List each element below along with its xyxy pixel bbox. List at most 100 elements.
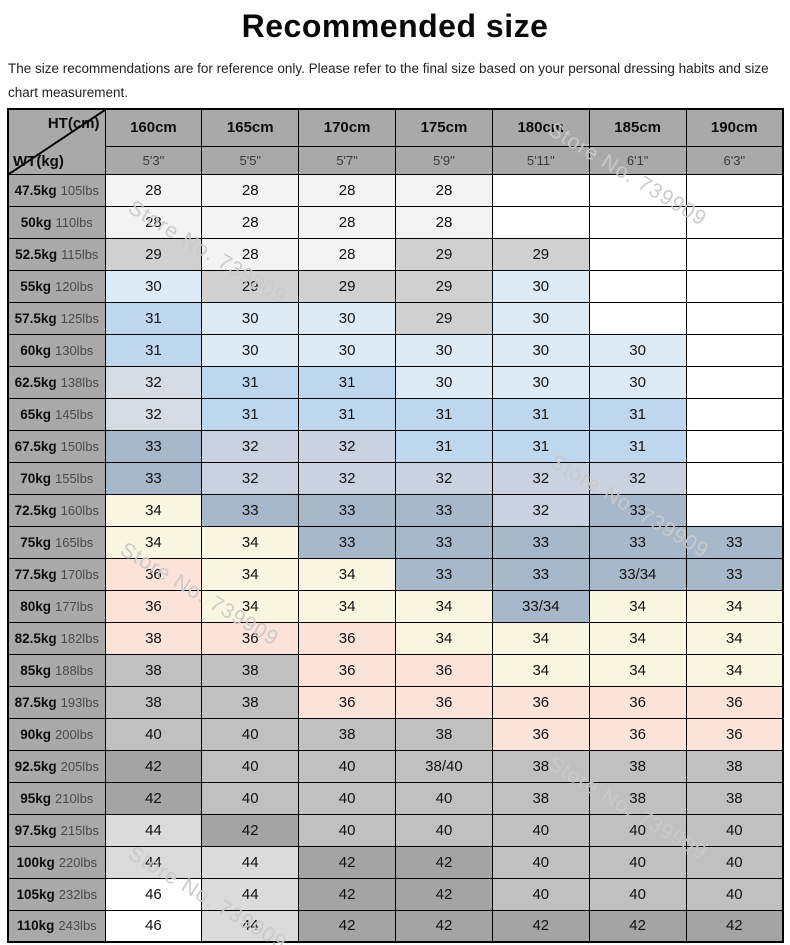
size-cell: 38/40 (395, 749, 493, 783)
size-cell: 38 (104, 653, 203, 687)
weight-label: 55kg 120lbs (7, 269, 106, 303)
size-cell: 40 (201, 749, 300, 783)
size-cell: 30 (104, 269, 203, 303)
height-cm-header: 170cm (298, 108, 397, 147)
weight-label: 57.5kg 125lbs (7, 301, 106, 335)
size-cell (685, 365, 784, 399)
weight-label: 87.5kg 193lbs (7, 685, 106, 719)
size-cell: 31 (491, 397, 590, 431)
size-cell: 42 (395, 845, 493, 879)
weight-label: 60kg 130lbs (7, 333, 106, 367)
size-cell: 34 (395, 589, 493, 623)
size-cell: 46 (104, 909, 203, 943)
size-cell: 31 (201, 365, 300, 399)
size-cell: 42 (588, 909, 687, 943)
size-cell: 28 (104, 173, 203, 207)
size-cell: 34 (588, 653, 687, 687)
size-cell: 38 (104, 685, 203, 719)
size-cell: 28 (201, 173, 300, 207)
size-cell: 31 (104, 333, 203, 367)
size-cell: 42 (298, 845, 397, 879)
size-cell: 36 (491, 685, 590, 719)
size-cell: 31 (298, 397, 397, 431)
size-cell: 30 (395, 333, 493, 367)
weight-label: 47.5kg 105lbs (7, 173, 106, 207)
size-cell (491, 205, 590, 239)
weight-label: 65kg 145lbs (7, 397, 106, 431)
size-cell: 33/34 (588, 557, 687, 591)
size-cell: 33 (588, 525, 687, 559)
table-row: 95kg 210lbs 42 40 40 40 38 38 38 (7, 781, 784, 815)
size-cell: 28 (395, 173, 493, 207)
table-row: 80kg 177lbs 36 34 34 34 33/34 34 34 (7, 589, 784, 623)
header-row-ft: 5'3" 5'5" 5'7" 5'9" 5'11" 6'1" 6'3" (8, 145, 784, 175)
size-cell (588, 173, 687, 207)
size-cell: 38 (491, 781, 590, 815)
size-cell: 28 (395, 205, 493, 239)
size-cell: 32 (298, 461, 397, 495)
size-cell: 36 (395, 685, 493, 719)
size-cell: 38 (201, 653, 300, 687)
weight-label: 52.5kg 115lbs (7, 237, 106, 271)
size-cell: 33 (588, 493, 687, 527)
size-cell: 36 (588, 717, 687, 751)
size-cell: 30 (588, 365, 687, 399)
size-cell (685, 301, 784, 335)
size-cell: 40 (395, 813, 493, 847)
height-cm-header: 165cm (201, 108, 300, 147)
size-cell: 44 (104, 845, 203, 879)
size-cell: 32 (298, 429, 397, 463)
table-row: 110kg 243lbs 46 44 42 42 42 42 42 (7, 909, 784, 943)
table-row: 62.5kg 138lbs 32 31 31 30 30 30 (7, 365, 784, 399)
weight-label: 82.5kg 182lbs (7, 621, 106, 655)
size-cell: 34 (685, 621, 784, 655)
size-table-body: 47.5kg 105lbs 28 28 28 28 50kg 110lbs 28 28 28 28 52… (7, 173, 784, 943)
size-cell: 34 (201, 589, 300, 623)
size-cell: 34 (201, 557, 300, 591)
size-cell: 33 (298, 493, 397, 527)
size-cell: 42 (685, 909, 784, 943)
size-cell: 40 (685, 813, 784, 847)
size-cell: 36 (104, 557, 203, 591)
size-cell: 30 (395, 365, 493, 399)
size-cell: 31 (104, 301, 203, 335)
size-cell: 38 (685, 781, 784, 815)
table-row: 100kg 220lbs 44 44 42 42 40 40 40 (7, 845, 784, 879)
weight-label: 92.5kg 205lbs (7, 749, 106, 783)
size-cell: 36 (588, 685, 687, 719)
size-cell: 33 (104, 461, 203, 495)
height-cm-header: 190cm (685, 108, 784, 147)
size-cell: 33 (395, 525, 493, 559)
size-cell: 29 (395, 269, 493, 303)
size-cell (685, 237, 784, 271)
size-cell: 34 (104, 525, 203, 559)
weight-label: 72.5kg 160lbs (7, 493, 106, 527)
table-row: 97.5kg 215lbs 44 42 40 40 40 40 40 (7, 813, 784, 847)
size-cell (685, 269, 784, 303)
size-cell (685, 333, 784, 367)
size-cell: 40 (395, 781, 493, 815)
size-cell: 40 (588, 877, 687, 911)
size-cell (588, 237, 687, 271)
size-cell: 32 (104, 365, 203, 399)
height-ft-header: 5'5" (201, 145, 300, 175)
size-cell: 44 (104, 813, 203, 847)
height-ft-header: 6'3" (685, 145, 784, 175)
weight-label: 90kg 200lbs (7, 717, 106, 751)
table-row: 55kg 120lbs 30 29 29 29 30 (7, 269, 784, 303)
size-cell: 30 (491, 269, 590, 303)
size-cell (685, 397, 784, 431)
table-row: 85kg 188lbs 38 38 36 36 34 34 34 (7, 653, 784, 687)
table-row: 87.5kg 193lbs 38 38 36 36 36 36 36 (7, 685, 784, 719)
corner-cell: HT(cm) WT(kg) (7, 108, 106, 175)
size-cell: 46 (104, 877, 203, 911)
size-cell: 40 (298, 749, 397, 783)
weight-label: 75kg 165lbs (7, 525, 106, 559)
size-cell (685, 493, 784, 527)
size-cell (685, 173, 784, 207)
size-cell: 29 (491, 237, 590, 271)
size-cell: 32 (491, 461, 590, 495)
size-cell: 30 (298, 333, 397, 367)
table-row: 72.5kg 160lbs 34 33 33 33 32 33 (7, 493, 784, 527)
size-cell: 34 (588, 589, 687, 623)
